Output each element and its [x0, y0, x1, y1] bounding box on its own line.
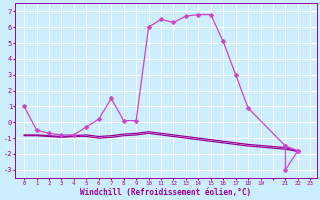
X-axis label: Windchill (Refroidissement éolien,°C): Windchill (Refroidissement éolien,°C): [80, 188, 252, 197]
